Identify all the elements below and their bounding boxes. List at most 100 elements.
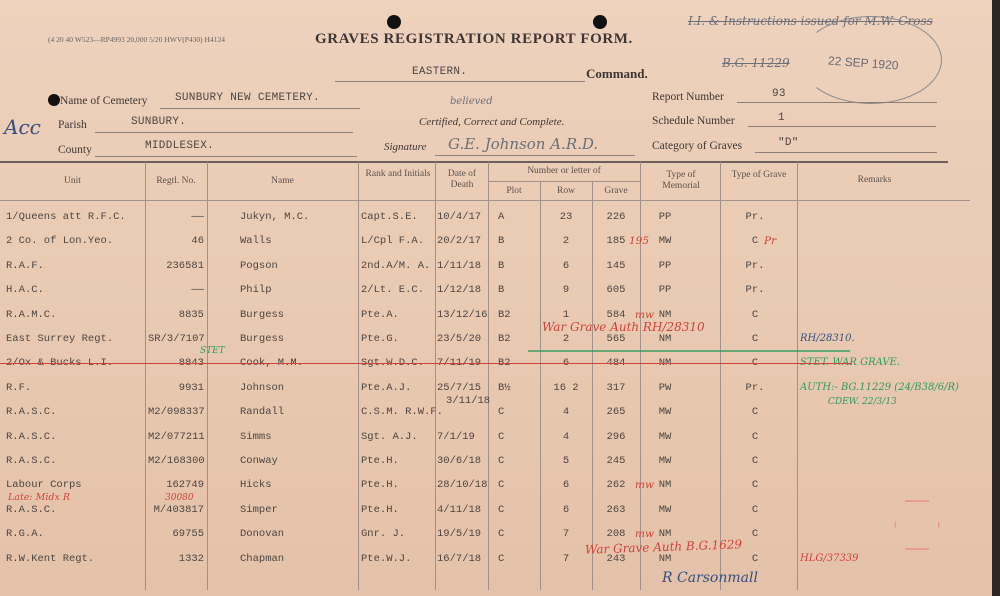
- cell-grave: 145: [606, 259, 626, 272]
- cell-plot: A: [498, 211, 505, 223]
- cell-memorial: MW: [658, 235, 672, 248]
- cell-grave: 226: [606, 211, 626, 223]
- cell-regtl: 69755: [172, 528, 204, 541]
- header-unit: Unit: [64, 176, 81, 186]
- cell-row: 7: [562, 552, 570, 565]
- cell-memorial: NM: [658, 333, 672, 345]
- annotation-late-unit: Late: Midx R: [8, 492, 71, 503]
- cell-plot: C: [498, 503, 505, 516]
- cell-grave: 208: [606, 528, 626, 541]
- cell-date: 20/2/17: [437, 235, 482, 248]
- cell-rank: Sgt. A.J.: [361, 430, 418, 443]
- cell-regtl: M2/077211: [148, 430, 205, 443]
- cell-grave: 317: [606, 381, 626, 394]
- margin-note: Acc: [4, 115, 41, 139]
- cell-name: Simms: [240, 430, 272, 443]
- command-label: Command.: [586, 66, 648, 81]
- column-divider: [435, 162, 436, 590]
- cell-unit: R.F.: [6, 381, 32, 394]
- cell-memorial: PP: [658, 284, 672, 297]
- cell-rank: Pte.A.J.: [361, 381, 412, 394]
- annotation-war-grave-1: War Grave Auth RH/28310: [542, 320, 705, 334]
- annotation-late-no: 30080: [165, 493, 194, 503]
- cell-plot: C: [498, 406, 505, 419]
- cell-regtl: 8835: [178, 308, 204, 321]
- cell-date: 1/11/18: [437, 259, 482, 272]
- cell-memorial: MW: [658, 455, 672, 467]
- cell-plot: C: [498, 430, 505, 443]
- cell-grave: 605: [606, 284, 626, 297]
- handwritten-correction: mw: [635, 308, 654, 321]
- cell-rank: Capt.S.E.: [361, 211, 418, 223]
- instruction-ref: B.G. 11229: [722, 56, 790, 70]
- cell-rank: Pte.H.: [361, 503, 399, 516]
- header-regtl-no: Regtl. No.: [156, 176, 196, 186]
- column-divider: [145, 162, 146, 590]
- censor-stamp: [894, 500, 940, 550]
- cell-gtype: Pr.: [745, 211, 765, 223]
- cell-name: Johnson: [240, 381, 285, 394]
- cell-memorial: NM: [658, 552, 672, 565]
- cell-grave: 185: [606, 235, 626, 248]
- cell-gtype: C: [751, 503, 759, 516]
- header-grave-type: Type of Grave: [731, 170, 787, 180]
- cell-rank: Pte.A.: [361, 308, 399, 321]
- cell-regtl: 1332: [178, 552, 204, 565]
- cell-memorial: MW: [658, 503, 672, 516]
- cell-date: 28/10/18: [437, 479, 488, 492]
- cell-name: Randall: [240, 406, 285, 419]
- cell-grave: 263: [606, 503, 626, 516]
- cell-row: 6: [562, 259, 570, 272]
- column-divider: [720, 162, 721, 590]
- cell-grave: 245: [606, 455, 626, 467]
- header-memorial: Type of Memorial: [662, 170, 700, 191]
- cell-gtype: C: [751, 406, 759, 419]
- handwritten-correction: mw: [635, 528, 654, 541]
- cell-name: Burgess: [240, 333, 285, 345]
- header-grave: Grave: [604, 186, 628, 196]
- cell-rank: Pte.W.J.: [361, 552, 412, 565]
- cell-unit: 1/Queens att R.F.C.: [6, 211, 126, 223]
- cell-memorial: NM: [658, 479, 672, 492]
- column-divider: [207, 162, 208, 590]
- cell-unit: R.G.A.: [6, 528, 44, 541]
- cell-regtl: M2/098337: [148, 406, 205, 419]
- cell-plot: B: [498, 235, 505, 248]
- cell-regtl: M2/168300: [148, 455, 205, 467]
- stamp-outline: [800, 16, 942, 104]
- column-divider: [488, 162, 489, 590]
- cell-plot: C: [498, 479, 505, 492]
- cell-plot: B: [498, 284, 505, 297]
- cell-date: 1/12/18: [437, 284, 482, 297]
- cell-unit: Labour Corps: [6, 479, 82, 492]
- cell-plot: C: [498, 528, 505, 541]
- cell-memorial: PW: [658, 381, 672, 394]
- cell-row: 5: [562, 455, 570, 467]
- annotation-stet: STET: [200, 346, 225, 356]
- cell-unit: H.A.C.: [6, 284, 44, 297]
- handwritten-correction: Pr: [764, 235, 777, 248]
- cell-regtl: 9931: [178, 381, 204, 394]
- handwritten-correction: mw: [635, 479, 654, 492]
- cell-row: 2: [562, 235, 570, 248]
- parish-value: SUNBURY.: [131, 116, 187, 128]
- cell-grave: 262: [606, 479, 626, 492]
- header-rank: Rank and Initials: [365, 169, 431, 179]
- cell-unit: R.A.S.C.: [6, 430, 57, 443]
- header-date: Date of Death: [447, 169, 477, 190]
- cell-row: 4: [562, 406, 570, 419]
- annotation-signoff: R Carsonmall: [662, 570, 758, 586]
- annotation-war-grave-2: War Grave Auth B.G.1629: [584, 537, 743, 557]
- cell-grave: 243: [606, 552, 626, 565]
- column-divider: [797, 162, 798, 590]
- cell-name: Chapman: [240, 552, 285, 565]
- cell-name: Hicks: [240, 479, 272, 492]
- cell-date: 13/12/16: [437, 308, 488, 321]
- report-number-label: Report Number: [652, 91, 724, 103]
- cell-regtl: SR/3/7107: [148, 333, 205, 345]
- cell-name: Burgess: [240, 308, 285, 321]
- cell-plot: B½: [498, 381, 511, 394]
- cell-regtl: 46: [191, 235, 204, 248]
- cell-row: 4: [562, 430, 570, 443]
